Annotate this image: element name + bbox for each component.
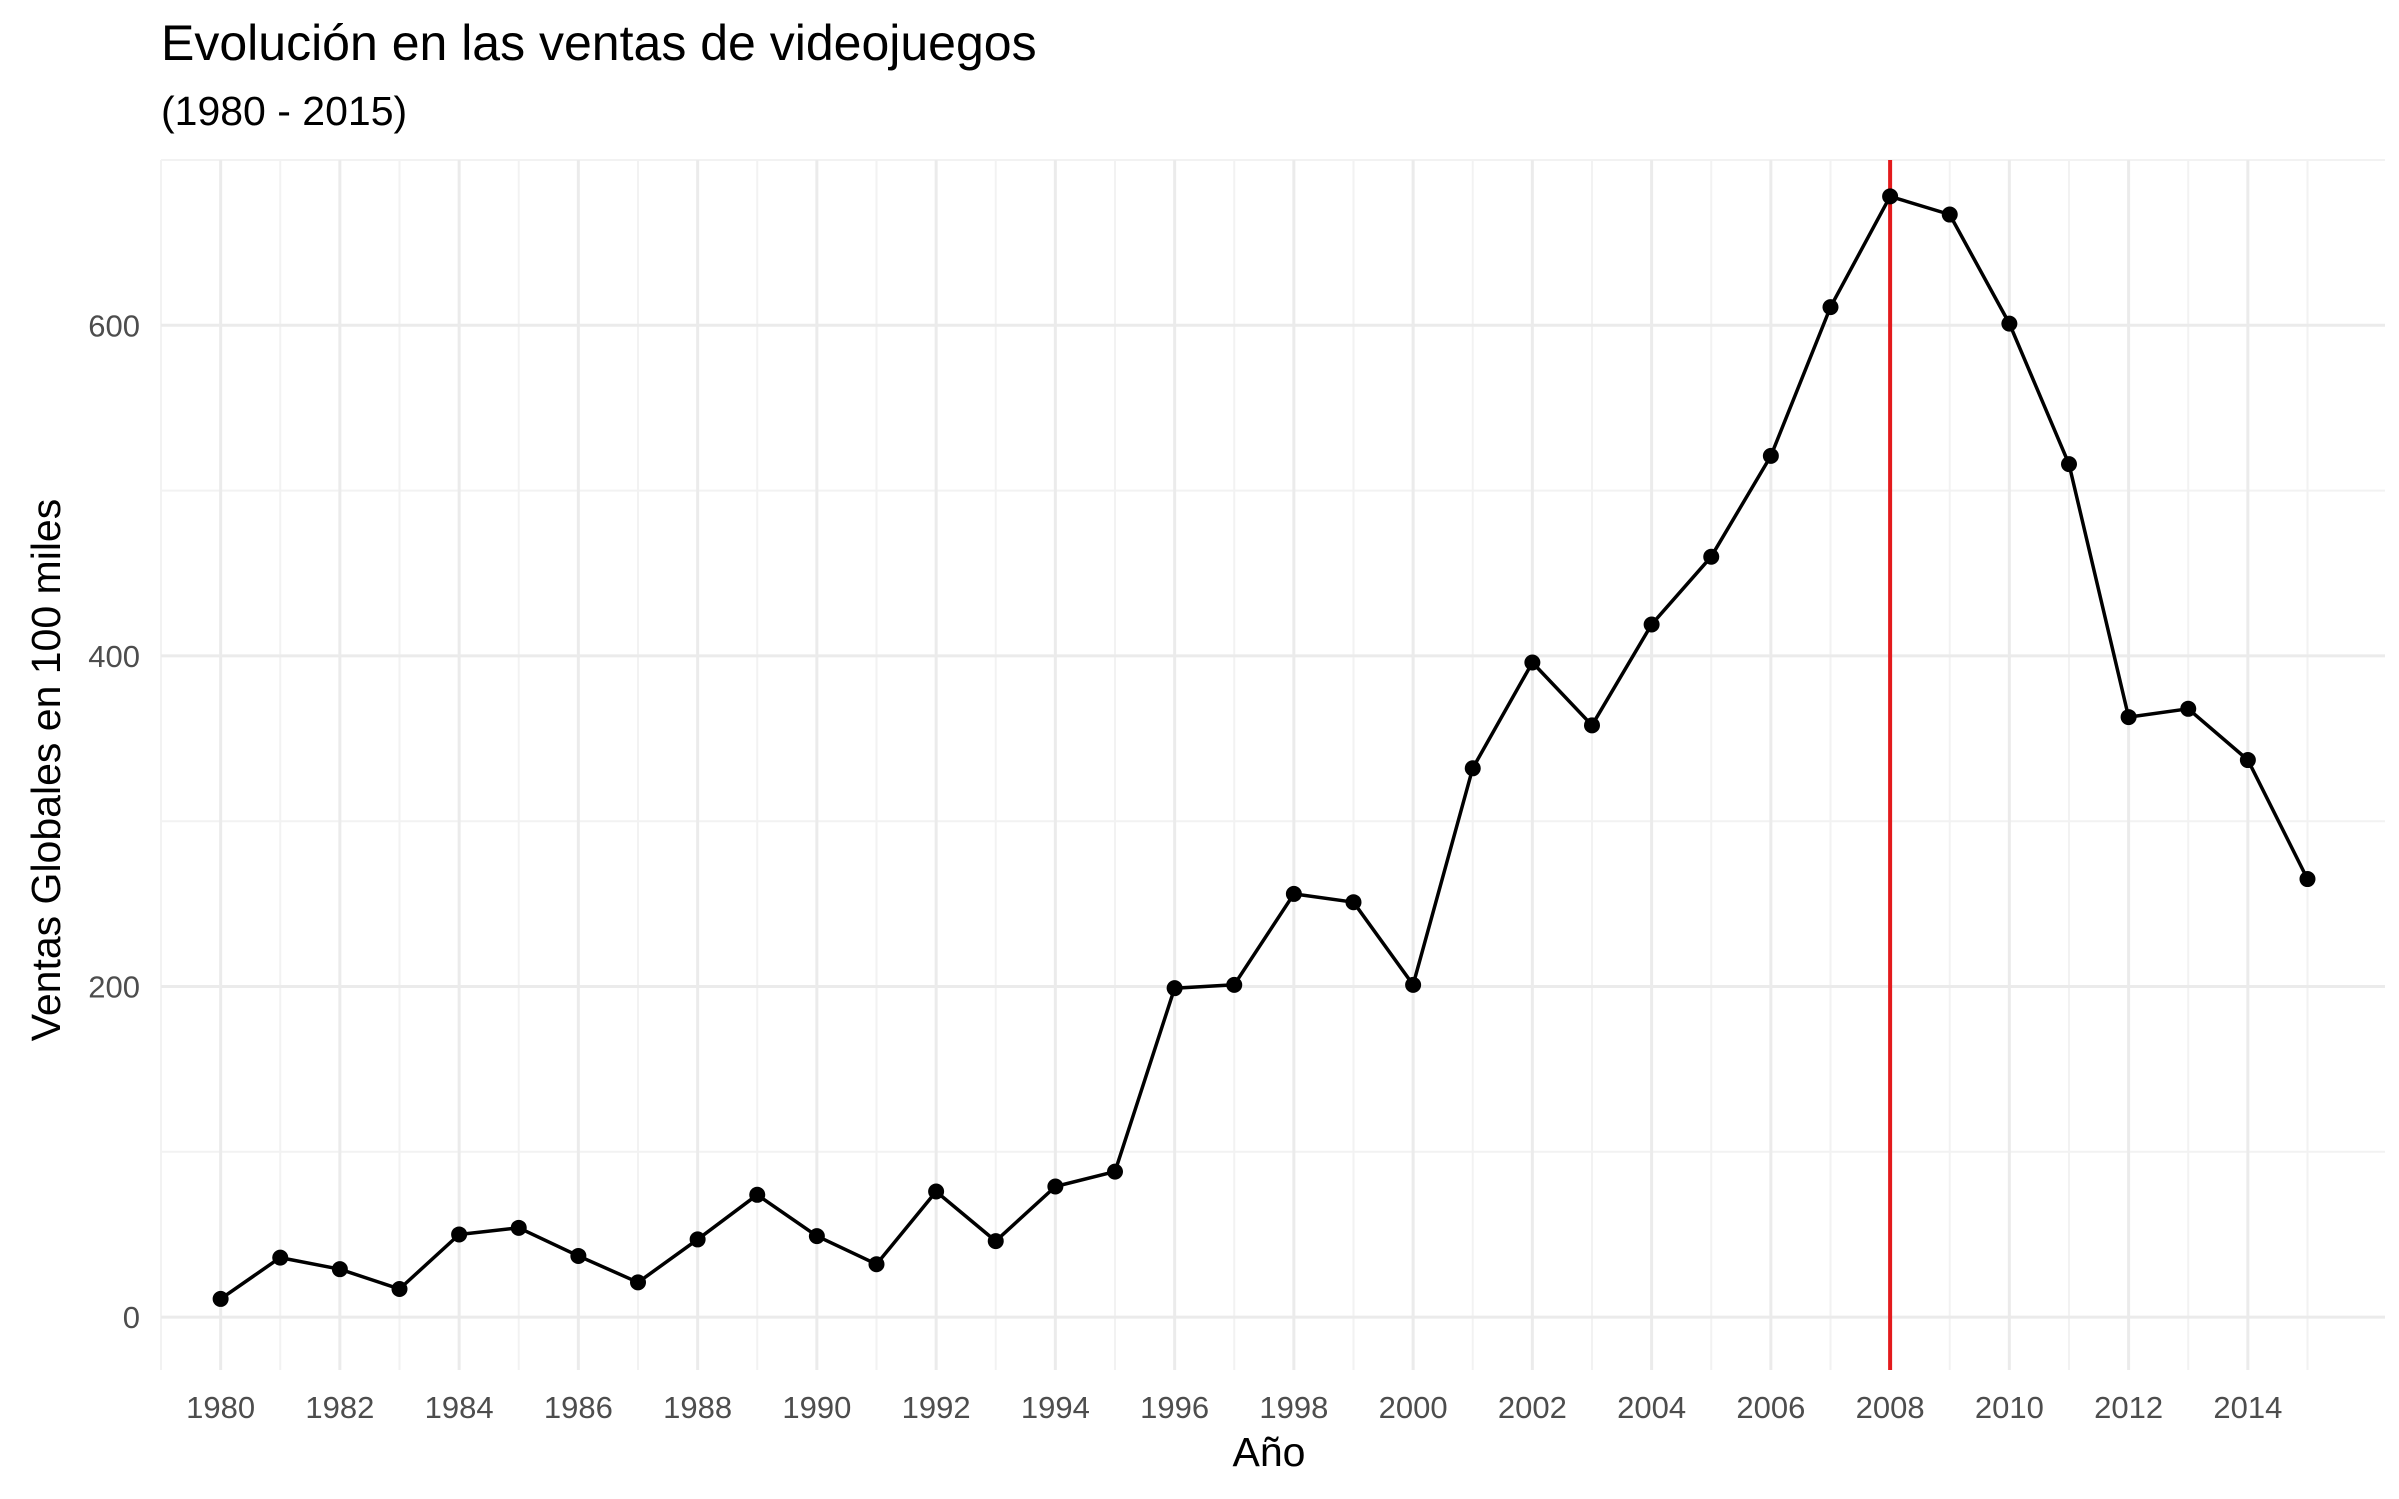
x-tick-label: 1990 xyxy=(782,1390,851,1425)
data-point xyxy=(1166,980,1183,997)
data-point xyxy=(868,1256,885,1273)
data-point xyxy=(1345,894,1362,911)
data-point xyxy=(1047,1178,1064,1195)
data-point xyxy=(1405,976,1422,993)
data-point xyxy=(1464,760,1481,777)
data-point xyxy=(2299,871,2316,888)
data-point xyxy=(1882,188,1899,205)
major-gridlines xyxy=(161,160,2385,1370)
x-tick-label: 2002 xyxy=(1498,1390,1567,1425)
y-tick-label: 0 xyxy=(123,1300,140,1335)
x-tick-label: 1986 xyxy=(544,1390,613,1425)
x-tick-label: 1980 xyxy=(186,1390,255,1425)
data-point xyxy=(987,1233,1004,1250)
data-point xyxy=(808,1228,825,1245)
data-point xyxy=(510,1219,527,1236)
data-point xyxy=(1524,654,1541,671)
data-point xyxy=(1762,447,1779,464)
x-tick-label: 2006 xyxy=(1736,1390,1805,1425)
data-point xyxy=(1703,548,1720,565)
x-tick-label: 2010 xyxy=(1975,1390,2044,1425)
chart-subtitle: (1980 - 2015) xyxy=(161,88,408,134)
data-point xyxy=(331,1261,348,1278)
data-point xyxy=(212,1290,229,1307)
x-tick-label: 2004 xyxy=(1617,1390,1686,1425)
x-tick-label: 1984 xyxy=(425,1390,494,1425)
y-tick-label: 200 xyxy=(88,970,140,1005)
x-tick-label: 1994 xyxy=(1021,1390,1090,1425)
data-point xyxy=(1583,717,1600,734)
series-group xyxy=(212,188,2316,1307)
x-axis-title: Año xyxy=(1233,1429,1306,1475)
data-point xyxy=(2120,709,2137,726)
data-point xyxy=(749,1186,766,1203)
data-point xyxy=(1226,976,1243,993)
data-point xyxy=(2001,315,2018,332)
y-axis-title: Ventas Globales en 100 miles xyxy=(23,499,69,1041)
data-point xyxy=(2180,700,2197,717)
x-tick-label: 2014 xyxy=(2213,1390,2282,1425)
data-point xyxy=(629,1274,646,1291)
data-point xyxy=(391,1281,408,1298)
x-tick-label: 1992 xyxy=(902,1390,971,1425)
data-point xyxy=(1106,1163,1123,1180)
x-tick-label: 1996 xyxy=(1140,1390,1209,1425)
x-axis-tick-labels: 1980 1982 1984 1986 1988 1990 1992 1994 1996 1998… xyxy=(186,1390,2282,1425)
y-tick-label: 600 xyxy=(88,308,140,343)
data-point xyxy=(272,1249,289,1266)
x-tick-label: 2012 xyxy=(2094,1390,2163,1425)
x-tick-label: 1982 xyxy=(305,1390,374,1425)
y-axis-tick-labels: 0 200 400 600 xyxy=(88,308,140,1335)
x-tick-label: 2008 xyxy=(1856,1390,1925,1425)
data-point xyxy=(451,1226,468,1243)
series-line xyxy=(219,194,2310,1301)
data-point xyxy=(2060,456,2077,473)
data-point xyxy=(1643,616,1660,633)
data-point xyxy=(1822,299,1839,316)
data-point xyxy=(928,1183,945,1200)
data-point xyxy=(689,1231,706,1248)
y-tick-label: 400 xyxy=(88,639,140,674)
chart-title: Evolución en las ventas de videojuegos xyxy=(161,15,1037,71)
x-tick-label: 1988 xyxy=(663,1390,732,1425)
minor-gridlines xyxy=(160,159,2385,1370)
data-point xyxy=(570,1247,587,1264)
data-point xyxy=(1941,206,1958,223)
data-point xyxy=(2239,752,2256,769)
x-tick-label: 1998 xyxy=(1259,1390,1328,1425)
data-point xyxy=(1285,885,1302,902)
x-tick-label: 2000 xyxy=(1379,1390,1448,1425)
